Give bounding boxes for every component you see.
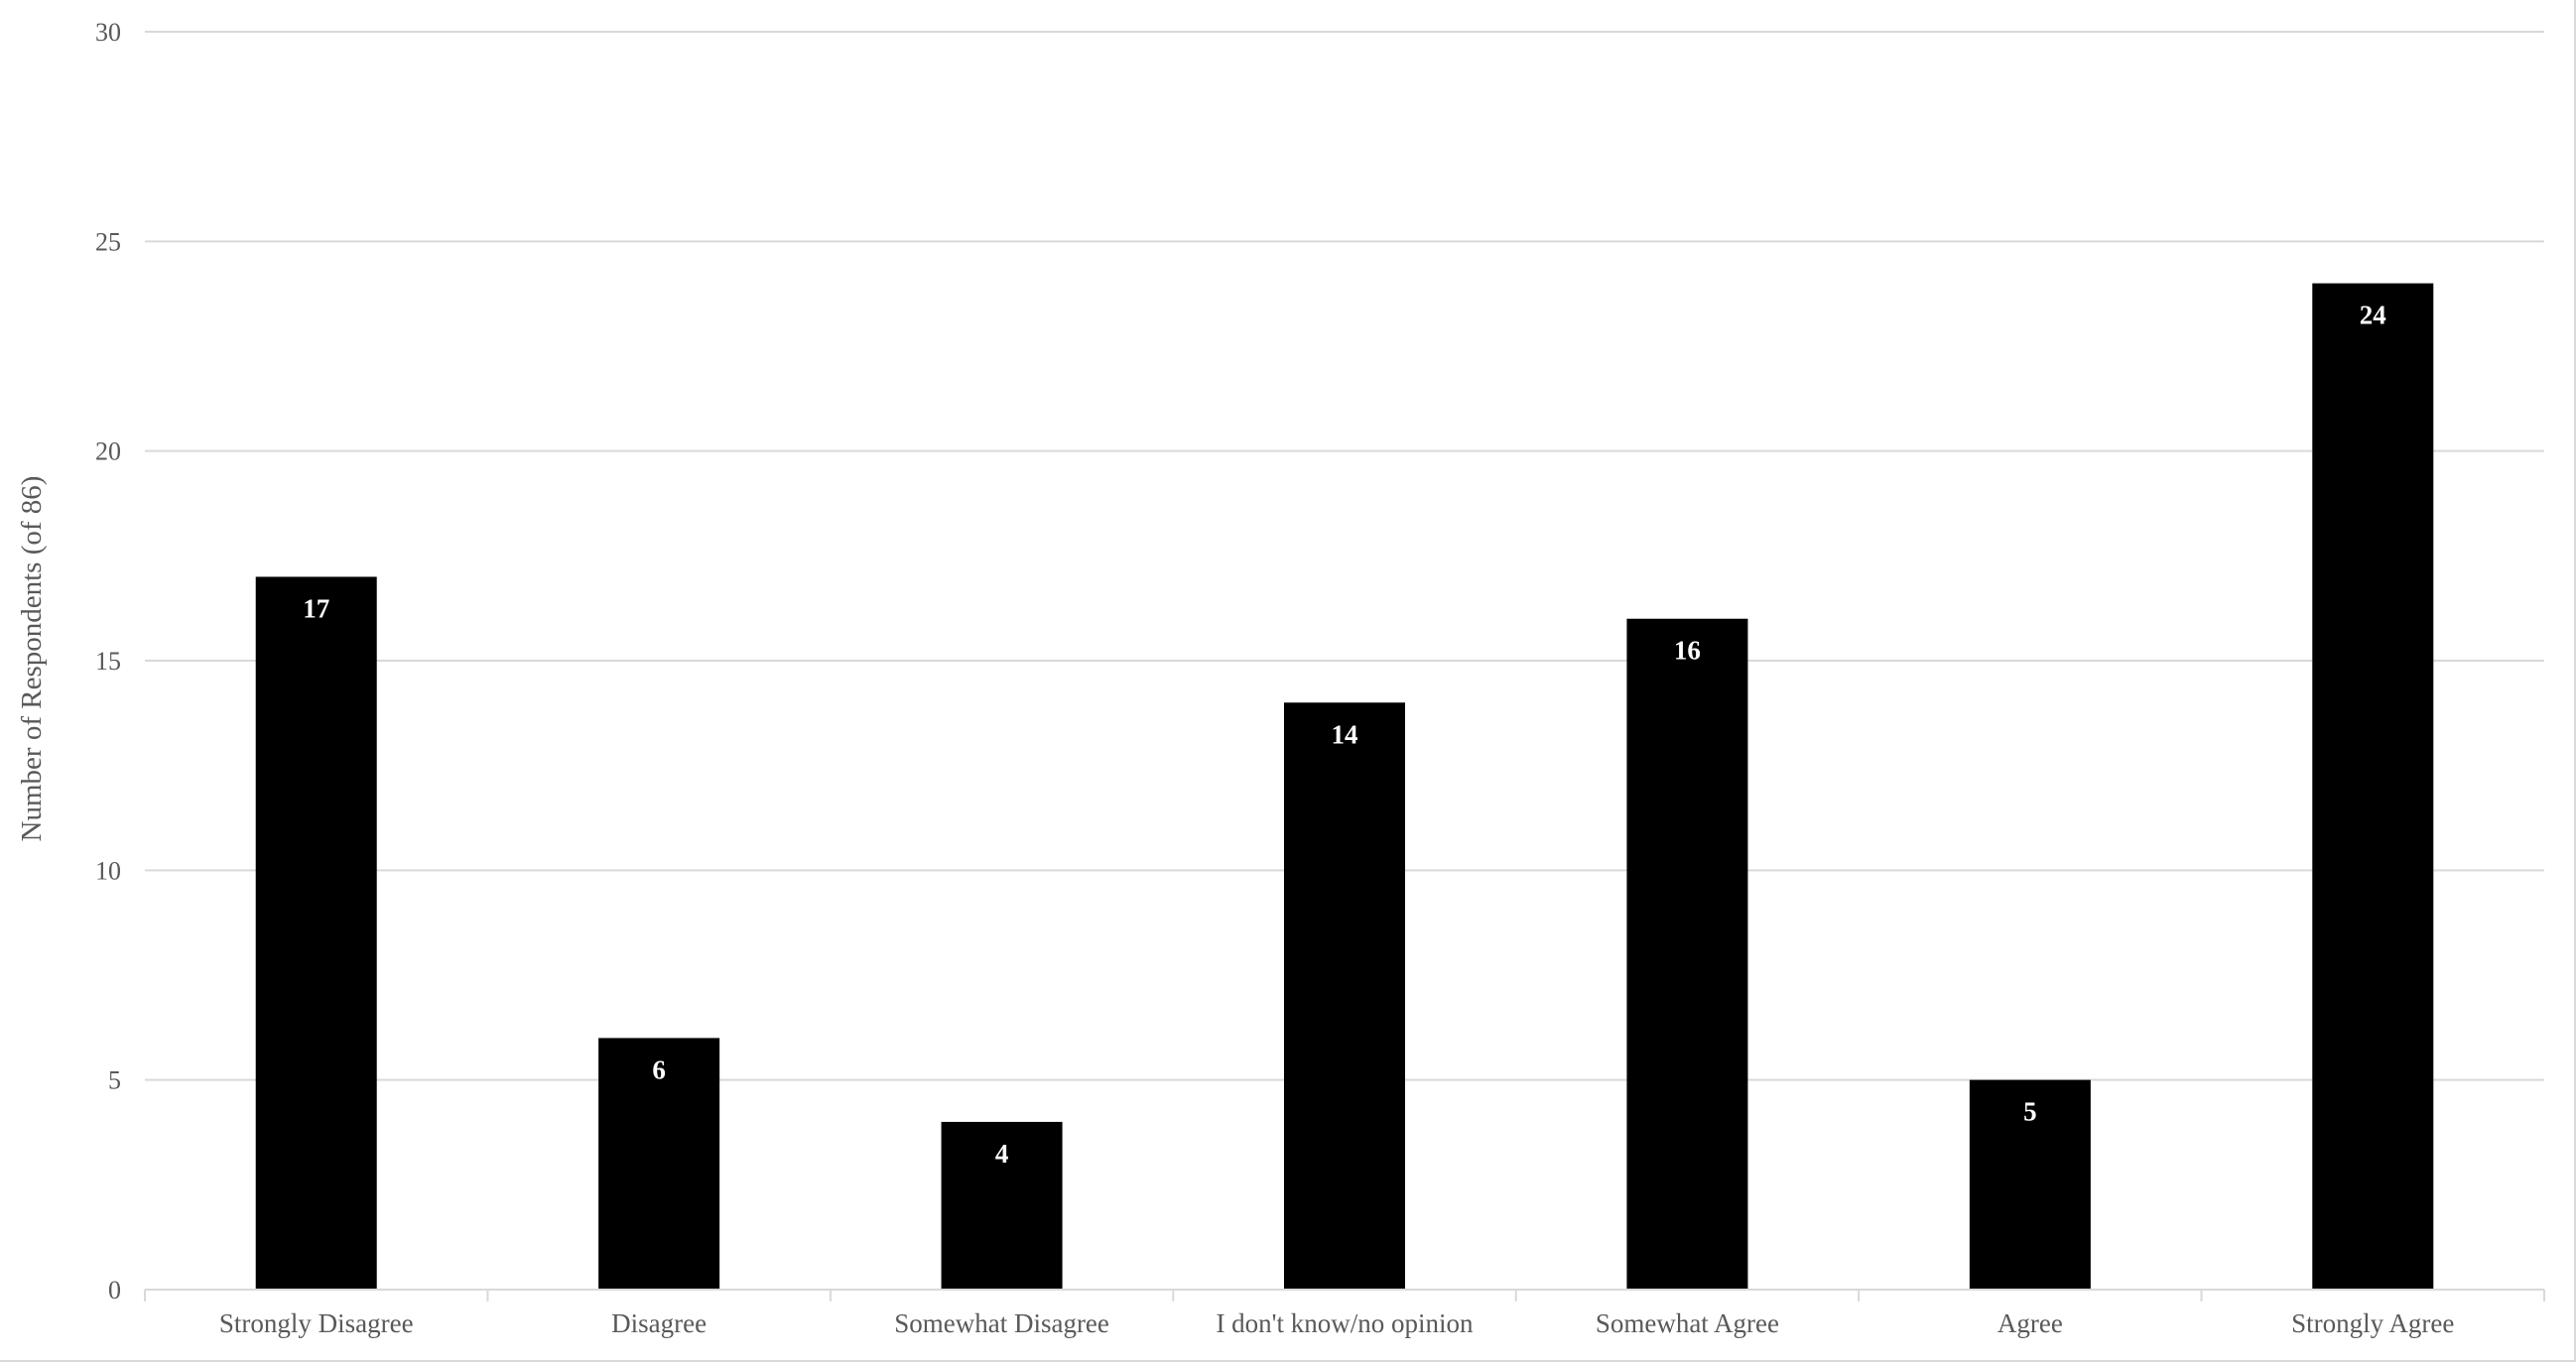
data-label: 16 <box>1674 636 1701 666</box>
x-category-label: Strongly Agree <box>2291 1308 2454 1338</box>
bars <box>255 283 2434 1291</box>
y-tick-label: 0 <box>108 1276 121 1304</box>
data-labels: 17 6 4 14 16 5 24 <box>303 301 2386 1169</box>
y-axis-title: Number of Respondents (of 86) <box>16 476 48 842</box>
x-category-label: Somewhat Agree <box>1596 1308 1779 1338</box>
y-axis-tick-labels: 0 5 10 15 20 25 30 <box>95 18 121 1304</box>
bar <box>1284 702 1405 1290</box>
y-tick-label: 10 <box>95 856 121 885</box>
gridlines <box>145 31 2544 1081</box>
x-category-label: Strongly Disagree <box>219 1308 414 1338</box>
bar <box>1626 618 1748 1290</box>
data-label: 6 <box>652 1054 666 1084</box>
bar <box>941 1121 1063 1290</box>
y-tick-label: 15 <box>95 647 121 676</box>
data-label: 17 <box>303 593 329 623</box>
y-tick-label: 30 <box>95 18 121 47</box>
y-tick-label: 20 <box>95 437 121 466</box>
bar <box>255 576 377 1290</box>
y-tick-label: 25 <box>95 227 121 256</box>
bar <box>598 1038 720 1290</box>
y-tick-label: 5 <box>108 1066 121 1095</box>
data-label: 5 <box>2023 1097 2037 1127</box>
x-axis-category-labels: Strongly Disagree Disagree Somewhat Disagr… <box>219 1308 2455 1338</box>
data-label: 4 <box>995 1139 1009 1169</box>
x-category-label: I don't know/no opinion <box>1216 1308 1474 1338</box>
bar <box>2312 283 2434 1291</box>
bar <box>1969 1079 2091 1290</box>
x-axis <box>144 1289 2545 1301</box>
data-label: 24 <box>2360 301 2386 330</box>
x-category-label: Agree <box>1997 1308 2063 1338</box>
x-category-label: Somewhat Disagree <box>894 1308 1109 1338</box>
x-category-label: Disagree <box>611 1308 707 1338</box>
data-label: 14 <box>1332 719 1358 749</box>
